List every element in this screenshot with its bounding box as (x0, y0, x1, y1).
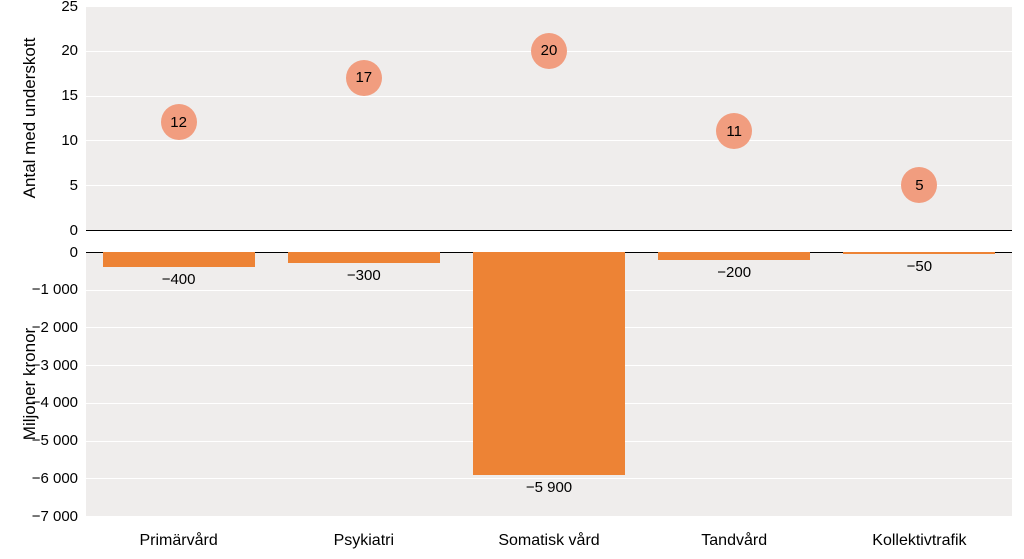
dot-marker: 17 (346, 60, 382, 96)
top-ytick-label: 25 (61, 0, 78, 14)
bar-value-label: −400 (162, 271, 196, 288)
x-category-label: Somatisk vård (498, 532, 599, 550)
dot-marker: 20 (531, 33, 567, 69)
top-baseline (86, 230, 1012, 231)
bar (103, 252, 255, 267)
top-ytick-label: 10 (61, 133, 78, 148)
top-ytick-label: 5 (70, 178, 78, 193)
top-ytick-label: 0 (70, 223, 78, 238)
dot-marker: 12 (161, 104, 197, 140)
bar-value-label: −300 (347, 267, 381, 284)
bar-value-label: −50 (907, 258, 932, 275)
top-y-axis-title: Antal med underskott (20, 38, 40, 199)
x-category-label: Kollektivtrafik (872, 532, 966, 550)
dot-marker: 11 (716, 113, 752, 149)
x-category-label: Tandvård (701, 532, 767, 550)
bottom-gridline (86, 516, 1012, 517)
bar (658, 252, 810, 260)
top-gridline (86, 6, 1012, 7)
x-category-label: Psykiatri (334, 532, 394, 550)
bottom-ytick-label: −6 000 (32, 471, 78, 486)
bar (473, 252, 625, 475)
bar-value-label: −5 900 (526, 479, 572, 496)
bottom-y-axis-title: Miljoner kronor (20, 328, 40, 440)
bottom-ytick-label: 0 (70, 245, 78, 260)
x-category-label: Primärvård (139, 532, 217, 550)
bottom-ytick-label: −7 000 (32, 509, 78, 524)
bar (843, 252, 995, 254)
top-ytick-label: 15 (61, 88, 78, 103)
top-gridline (86, 140, 1012, 141)
top-ytick-label: 20 (61, 43, 78, 58)
bottom-ytick-label: −1 000 (32, 282, 78, 297)
top-gridline (86, 96, 1012, 97)
top-gridline (86, 185, 1012, 186)
bar-value-label: −200 (717, 264, 751, 281)
bar (288, 252, 440, 263)
dot-marker: 5 (901, 167, 937, 203)
